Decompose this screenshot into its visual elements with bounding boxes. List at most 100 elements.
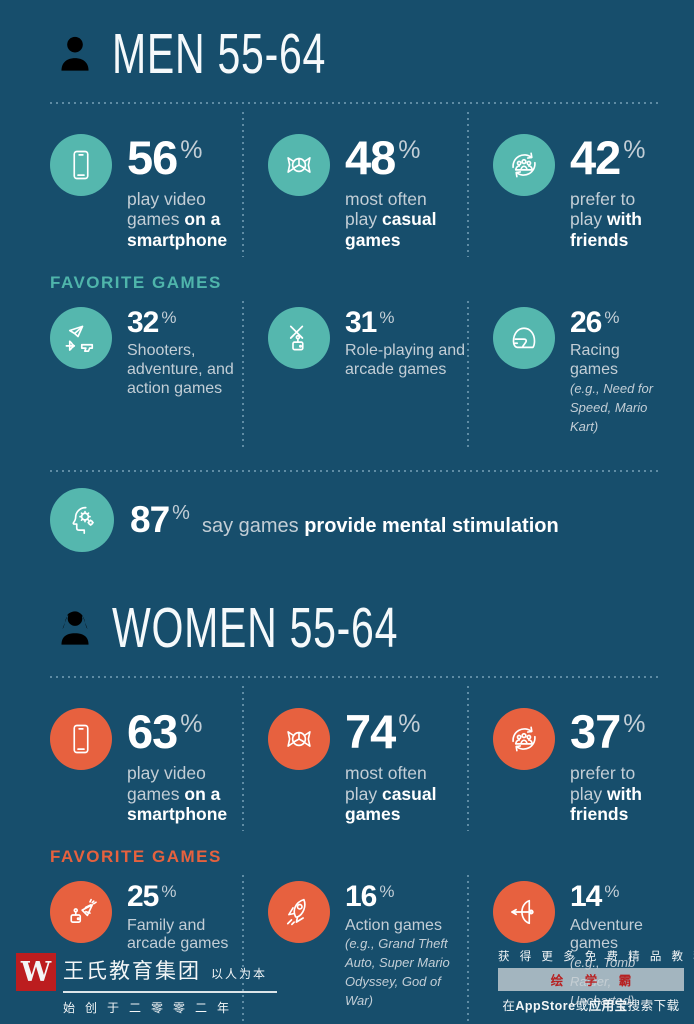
watermark-right: 获 得 更 多 免 费 精 品 教 程 绘 学 霸 在AppStore或应用宝搜… xyxy=(498,948,694,1014)
stat-description: prefer to play with friends xyxy=(570,189,660,251)
text-segment: (e.g., Grand Theft Auto, Super Mario Ody… xyxy=(345,936,450,1008)
text-segment: 搜索下载 xyxy=(627,999,680,1013)
w-logo: W xyxy=(16,953,56,991)
text-segment: on a smartphone xyxy=(127,783,228,825)
dotted-divider xyxy=(50,676,660,679)
text-segment: most often play xyxy=(345,188,427,230)
stat-description: Role-playing and arcade games xyxy=(345,342,467,380)
smartphone-icon xyxy=(50,134,112,196)
text-segment: AppStore xyxy=(515,999,576,1013)
stat-description: Racing games (e.g., Need for Speed, Mario… xyxy=(570,342,660,436)
percent-sign: % xyxy=(172,502,190,525)
stat-value: 31% xyxy=(345,305,467,339)
text-segment: casual games xyxy=(345,783,437,825)
woman-icon xyxy=(50,603,100,653)
stat-value-number: 31 xyxy=(345,305,377,339)
man-icon xyxy=(50,29,100,79)
stat-men-mental-stimulation: 87% say games provide mental stimulation xyxy=(50,472,660,558)
text-segment: play video games xyxy=(127,188,206,230)
text-segment: most often play xyxy=(345,763,427,804)
men-stats-row-2: 32% Shooters, adventure, and action games… xyxy=(50,293,660,459)
stat-men-racing: 26% Racing games (e.g., Need for Speed, Ma… xyxy=(467,305,660,437)
text-segment: Role-playing and arcade games xyxy=(345,342,466,378)
stat-description: say games provide mental stimulation xyxy=(202,515,559,539)
rocket-icon xyxy=(268,881,330,943)
stat-value-number: 42 xyxy=(570,131,621,184)
stat-value-number: 56 xyxy=(127,131,178,184)
text-segment: 应用宝 xyxy=(588,999,628,1013)
percent-sign: % xyxy=(623,710,646,739)
bow-icon xyxy=(493,881,555,943)
stat-men-roleplaying: 31% Role-playing and arcade games xyxy=(242,305,467,437)
watermark-slogan: 以人为本 xyxy=(211,967,268,981)
percent-sign: % xyxy=(398,710,421,739)
text-segment: (e.g., Need for Speed, Mario Kart) xyxy=(570,380,654,434)
percent-sign: % xyxy=(379,882,395,901)
text-segment: with friends xyxy=(570,209,642,250)
text-segment: Shooters, adventure, and action games xyxy=(127,342,234,397)
section-women: WOMEN 55-64 63% play video games on a sma… xyxy=(50,592,660,1024)
stat-value: 26% xyxy=(570,305,660,339)
stat-women-family-arcade: 25% Family and arcade games xyxy=(50,881,242,1011)
women-favorite-games-label: FAVORITE GAMES xyxy=(50,847,222,866)
candy-icon xyxy=(268,134,330,196)
text-segment: prefer to play xyxy=(570,763,636,804)
stat-description: most often play casual games xyxy=(345,763,463,825)
candy-icon xyxy=(268,708,330,771)
text-segment: on a smartphone xyxy=(127,209,228,250)
men-stats-row-1: 56% play video games on a smartphone 48% m… xyxy=(50,104,660,265)
text-segment: Family and arcade games xyxy=(127,916,229,953)
watermark-company: 王氏教育集团 xyxy=(63,960,201,983)
women-header: WOMEN 55-64 xyxy=(50,592,660,664)
stat-men-play-with-friends: 42% prefer to play with friends xyxy=(467,134,660,251)
percent-sign: % xyxy=(161,882,177,901)
stat-value: 63% xyxy=(127,705,242,759)
percent-sign: % xyxy=(623,136,646,164)
party-icon xyxy=(50,881,112,943)
stat-value-number: 37 xyxy=(570,705,621,759)
text-segment: provide mental stimulation xyxy=(304,515,559,538)
watermark-app-badge: 绘 学 霸 xyxy=(498,968,684,991)
stat-description: play video games on a smartphone xyxy=(127,189,242,251)
text-segment: Racing games xyxy=(570,342,620,378)
women-stats-row-1: 63% play video games on a smartphone 74% m… xyxy=(50,678,660,839)
shooter-icon xyxy=(50,306,112,369)
stat-value: 25% xyxy=(127,880,242,913)
dotted-divider xyxy=(50,102,660,104)
text-segment: casual games xyxy=(345,209,437,250)
watermark-promo-line: 获 得 更 多 免 费 精 品 教 程 xyxy=(498,951,694,963)
stat-value-number: 87 xyxy=(130,499,170,541)
percent-sign: % xyxy=(398,136,421,164)
men-header: MEN 55-64 xyxy=(50,18,660,90)
men-favorite-games-label: FAVORITE GAMES xyxy=(50,272,222,292)
stat-value: 32% xyxy=(127,307,242,338)
stat-value-number: 25 xyxy=(127,880,159,913)
stat-women-play-with-friends: 37% prefer to play with friends xyxy=(467,708,660,825)
section-men: MEN 55-64 56% play video games on a smart… xyxy=(50,18,660,558)
stat-description: prefer to play with friends xyxy=(570,763,660,825)
stat-value: 14% xyxy=(570,882,660,912)
percent-sign: % xyxy=(379,307,395,327)
stat-value: 16% xyxy=(345,882,467,912)
stat-value-number: 48 xyxy=(345,131,396,184)
stat-value-number: 26 xyxy=(570,305,602,339)
friends-icon xyxy=(493,708,555,771)
women-stats-row-2: 25% Family and arcade games 16% Action gam… xyxy=(50,867,660,1024)
text-segment: Action games xyxy=(345,916,442,934)
percent-sign: % xyxy=(180,136,203,164)
stat-women-adventure: 14%Adventure games(e.g., Tomb Raider, Un… xyxy=(467,881,660,1011)
watermark-download-line: 在AppStore或应用宝搜索下载 xyxy=(498,995,684,1014)
percent-sign: % xyxy=(161,307,177,327)
text-segment: say games xyxy=(201,515,305,538)
percent-sign: % xyxy=(180,710,203,739)
stat-value-number: 63 xyxy=(127,705,178,759)
women-title: WOMEN 55-64 xyxy=(112,596,399,661)
stat-description: Family and arcade games xyxy=(127,917,242,955)
smartphone-icon xyxy=(50,708,112,771)
percent-sign: % xyxy=(604,882,620,901)
text-segment: prefer to play xyxy=(570,188,636,230)
men-title: MEN 55-64 xyxy=(112,22,327,86)
stat-women-smartphone: 63% play video games on a smartphone xyxy=(50,708,242,825)
stat-value: 48% xyxy=(345,131,463,184)
